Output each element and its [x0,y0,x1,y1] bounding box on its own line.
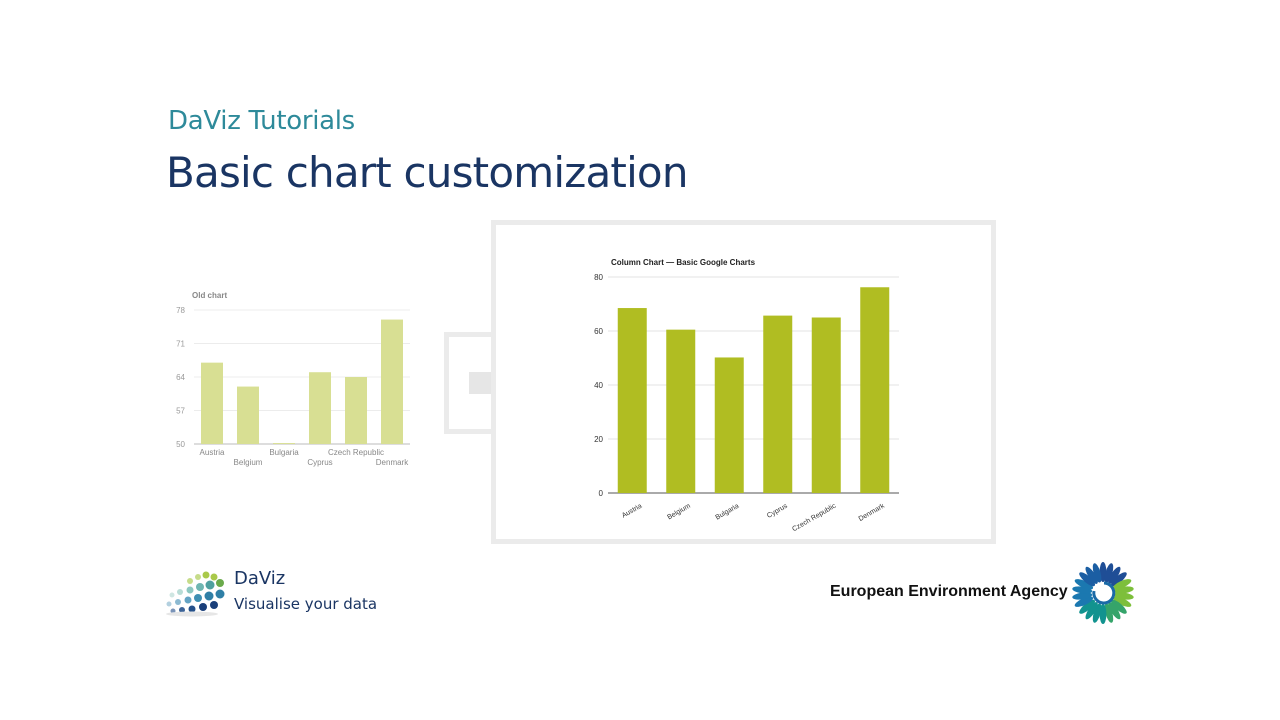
eea-petal [1085,602,1098,620]
old-chart-x-label: Bulgaria [269,448,299,457]
daviz-dots-logo [166,571,225,617]
old-chart-x-label: Belgium [234,458,263,467]
eea-petal [1085,566,1098,584]
old-chart-x-label: Cyprus [307,458,332,467]
new-chart-y-tick: 80 [594,273,603,282]
new-chart-y-tick: 60 [594,327,603,336]
new-chart-y-tick: 20 [594,435,603,444]
old-chart-y-tick: 57 [176,407,185,416]
eea-petal [1079,572,1096,587]
eea-petal [1074,596,1094,607]
new-chart-y-tick: 40 [594,381,603,390]
eea-petal [1079,599,1096,614]
eea-petal [1110,572,1127,587]
eea-petal [1113,586,1134,594]
eea-petal [1074,579,1094,590]
eea-petal [1110,599,1127,614]
old-chart-y-tick: 71 [176,340,185,349]
old-chart-bar [381,319,403,444]
new-chart-bar [811,317,841,493]
eea-petal [1092,603,1102,623]
old-chart-title: Old chart [192,291,227,300]
new-chart-x-label: Belgium [666,503,692,522]
old-chart-x-label: Austria [200,448,225,457]
eea-name: European Environment Agency [830,583,1068,600]
eea-sunflower-logo [1072,562,1134,624]
daviz-name: DaViz [234,568,286,589]
new-chart-y-tick: 0 [599,489,604,498]
new-chart-x-label: Czech Republic [791,502,837,533]
new-chart-x-label: Bulgaria [715,503,741,522]
old-chart-bar [237,386,259,444]
new-chart-x-label: Denmark [858,502,887,523]
new-chart-bar [860,287,890,493]
old-chart-y-tick: 50 [176,440,185,449]
eea-petal [1104,563,1114,583]
new-chart: Column Chart — Basic Google Charts 0 20 40 6… [594,258,899,533]
old-chart-y-tick: 64 [176,373,185,382]
new-chart-bar [666,329,696,493]
old-chart-x-label: Denmark [376,458,409,467]
eea-petal [1112,596,1132,607]
old-chart-bar [309,372,331,444]
old-chart-y-tick: 78 [176,306,185,315]
old-chart-bar [273,443,295,444]
new-chart-x-label: Austria [621,503,643,520]
daviz-dots [166,571,225,614]
old-chart-x-label: Czech Republic [328,448,384,457]
eea-petal [1108,566,1121,584]
daviz-tagline: Visualise your data [234,595,378,613]
slide-subtitle: DaViz Tutorials [168,106,355,136]
new-chart-x-label: Cyprus [766,502,789,519]
eea-petal [1112,579,1132,590]
old-chart-bar [345,377,367,444]
old-chart: Old chart 50 57 64 71 78 Austria Belgium Bulgari… [176,291,410,467]
new-chart-bar [714,357,744,493]
new-chart-title: Column Chart — Basic Google Charts [611,258,756,267]
new-chart-frame: Column Chart — Basic Google Charts 0 20 40 6… [491,220,996,544]
eea-petal [1092,563,1102,583]
eea-petal [1108,602,1121,620]
new-chart-bar [763,315,793,493]
eea-petal [1104,603,1114,623]
new-chart-bar [617,308,647,493]
eea-petal [1072,592,1093,600]
slide-title: Basic chart customization [166,148,688,197]
old-chart-bar [201,362,223,444]
